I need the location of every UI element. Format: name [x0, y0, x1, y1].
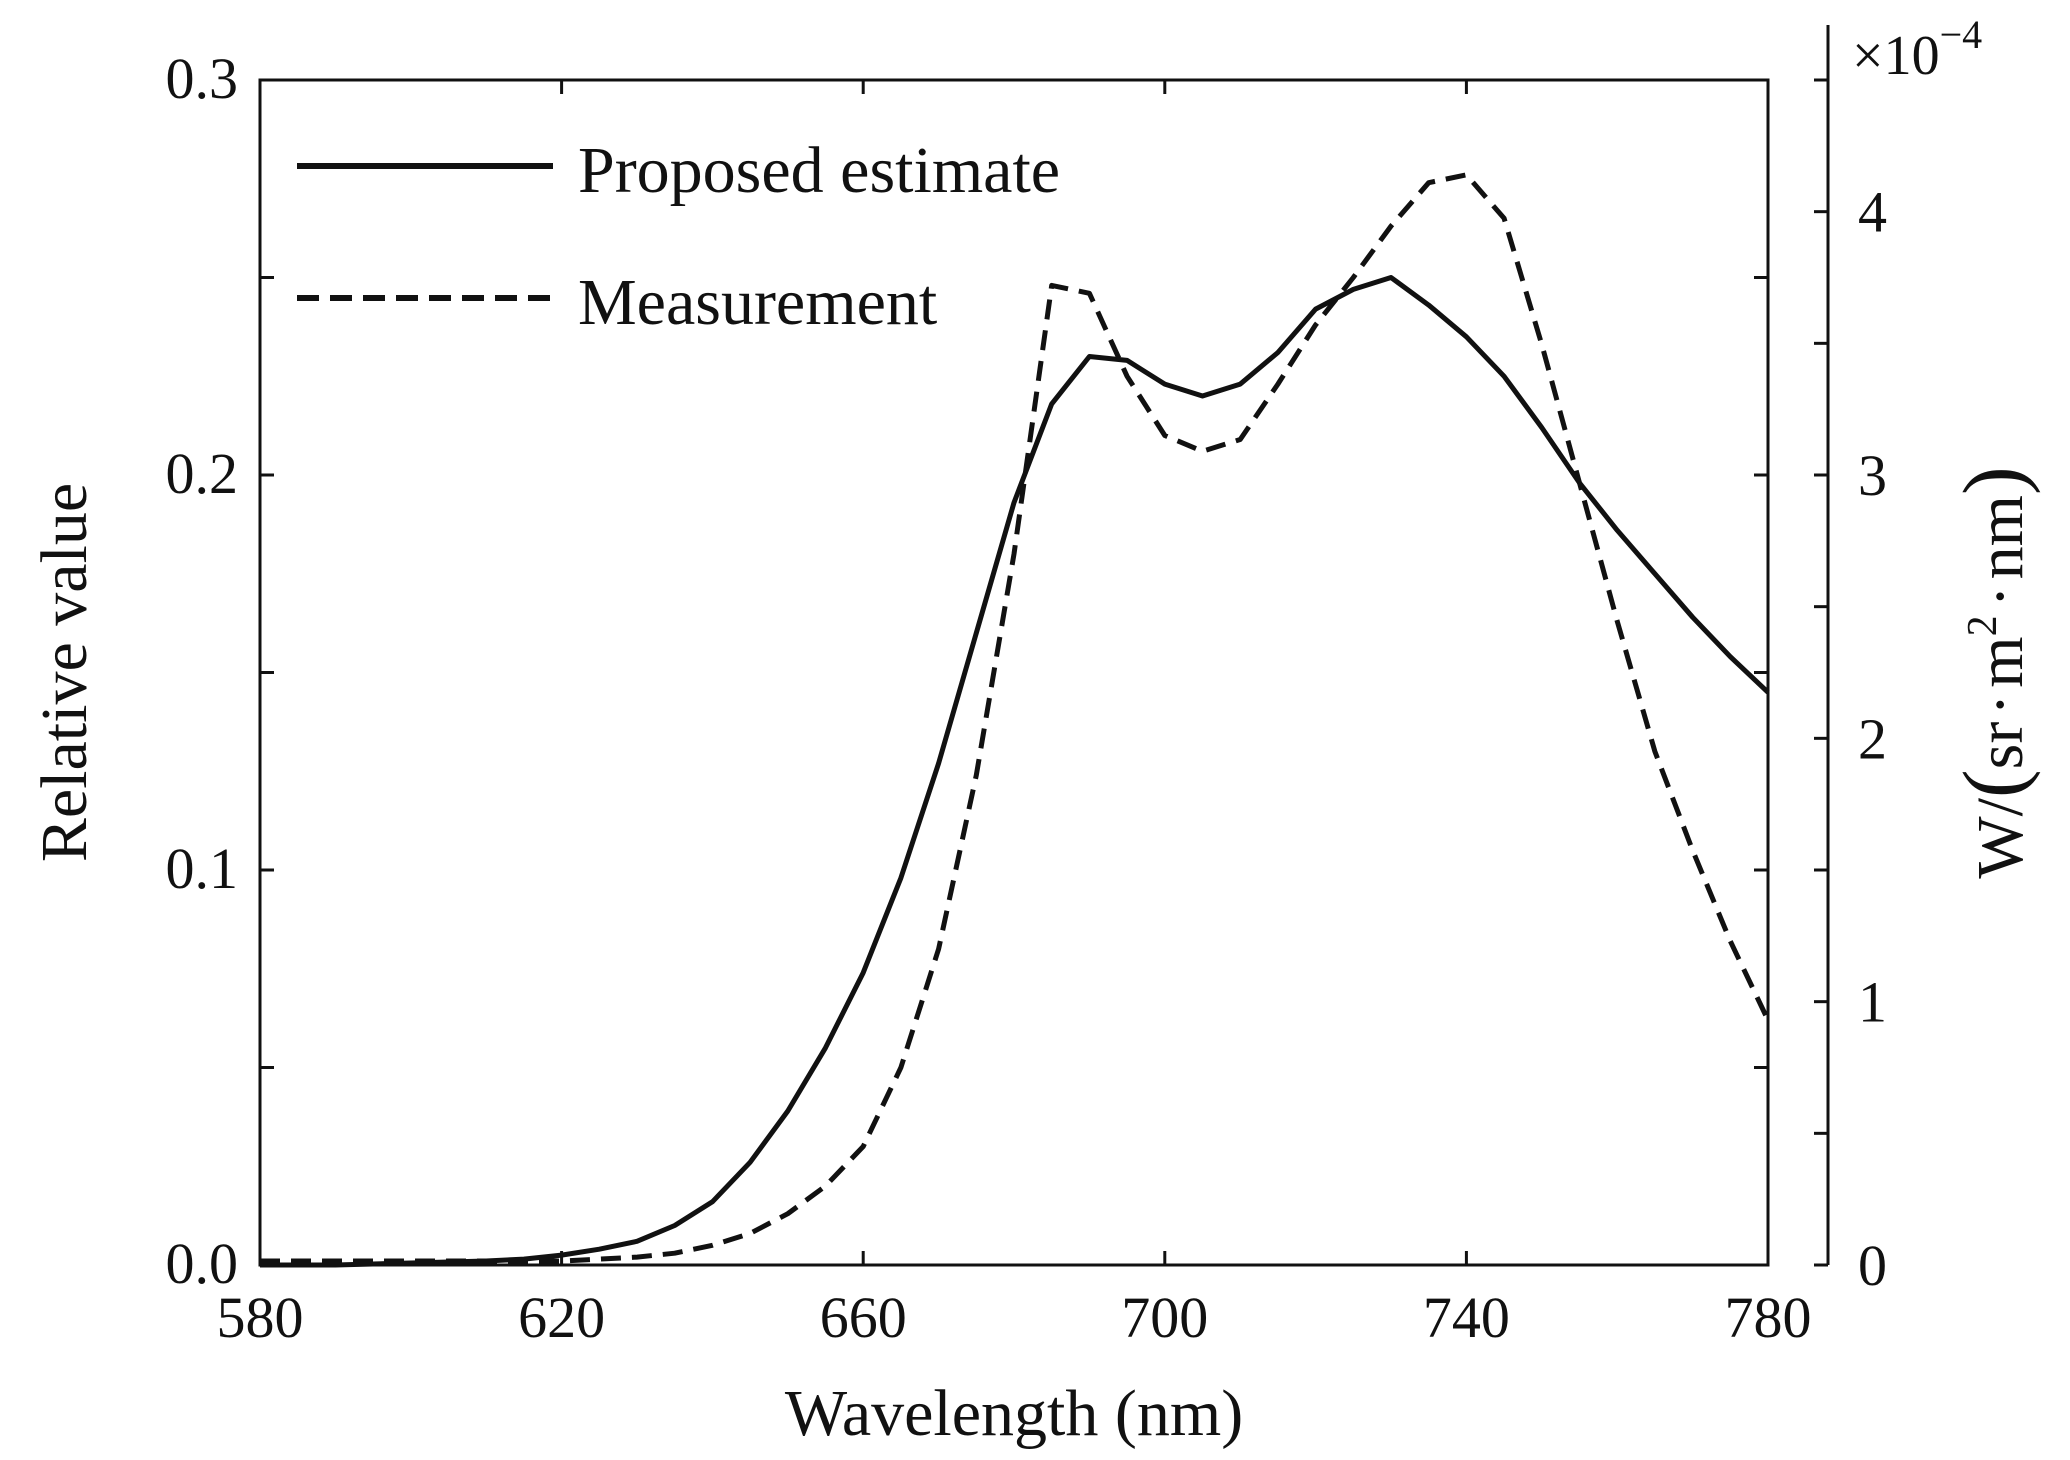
y2-tick-label: 4 — [1858, 180, 1887, 245]
x-axis-label: Wavelength (nm) — [785, 1377, 1243, 1450]
y2-label-sup: 2 — [1960, 615, 2006, 636]
x-tick-label: 620 — [518, 1285, 605, 1350]
y2-scale-exponent: −4 — [1940, 12, 1983, 57]
ticks-layer: 580 620 660 700 740 780 0.0 0.1 0.2 0.3 0 1 2 3 4 — [166, 46, 1888, 1350]
legend-label-proposed-estimate: Proposed estimate — [578, 134, 1060, 207]
y2-label-dot: · — [1964, 694, 2037, 716]
y2-tick-label: 0 — [1858, 1233, 1887, 1298]
y2-label-m: m — [1964, 636, 2037, 687]
y2-label-paren-open: ( — [1945, 769, 2041, 798]
y2-scale-base: ×10 — [1852, 25, 1940, 87]
x-tick-label: 700 — [1121, 1285, 1208, 1350]
y-tick-label: 0.0 — [166, 1231, 239, 1296]
y2-label-paren-close: ) — [1945, 466, 2041, 495]
y2-label-sr: sr — [1964, 722, 2037, 770]
y2-tick-label: 2 — [1858, 706, 1887, 771]
series-line-proposed-estimate — [260, 275, 1770, 1268]
y-tick-label: 0.1 — [166, 836, 239, 901]
y2-label-dot-2: · — [1964, 585, 2037, 607]
legend: Proposed estimate Measurement — [297, 134, 1060, 339]
y2-tick-label: 1 — [1858, 970, 1887, 1035]
series-layer — [260, 172, 1771, 1268]
y2-label-prefix: W/ — [1964, 797, 2037, 878]
x-tick-label: 660 — [820, 1285, 907, 1350]
svg-text:W/(sr·m2·nm): W/(sr · m2 · nm) — [1945, 466, 2041, 878]
y-tick-label: 0.2 — [166, 441, 239, 506]
y2-scale-factor: ×10−4 — [1852, 12, 1982, 87]
y-axis-label: Relative value — [28, 483, 101, 862]
y2-axis-label: W/(sr · m2 · nm) — [1945, 466, 2041, 878]
x-tick-label: 740 — [1423, 1285, 1510, 1350]
legend-label-measurement: Measurement — [578, 266, 937, 339]
x-tick-label: 780 — [1725, 1285, 1812, 1350]
series-line-measurement — [260, 172, 1771, 1264]
y-tick-label: 0.3 — [166, 46, 239, 111]
x-tick-label: 580 — [217, 1285, 304, 1350]
y2-label-nm: nm — [1964, 495, 2037, 579]
plot-frame — [258, 78, 1770, 1267]
y2-tick-label: 3 — [1858, 443, 1887, 508]
